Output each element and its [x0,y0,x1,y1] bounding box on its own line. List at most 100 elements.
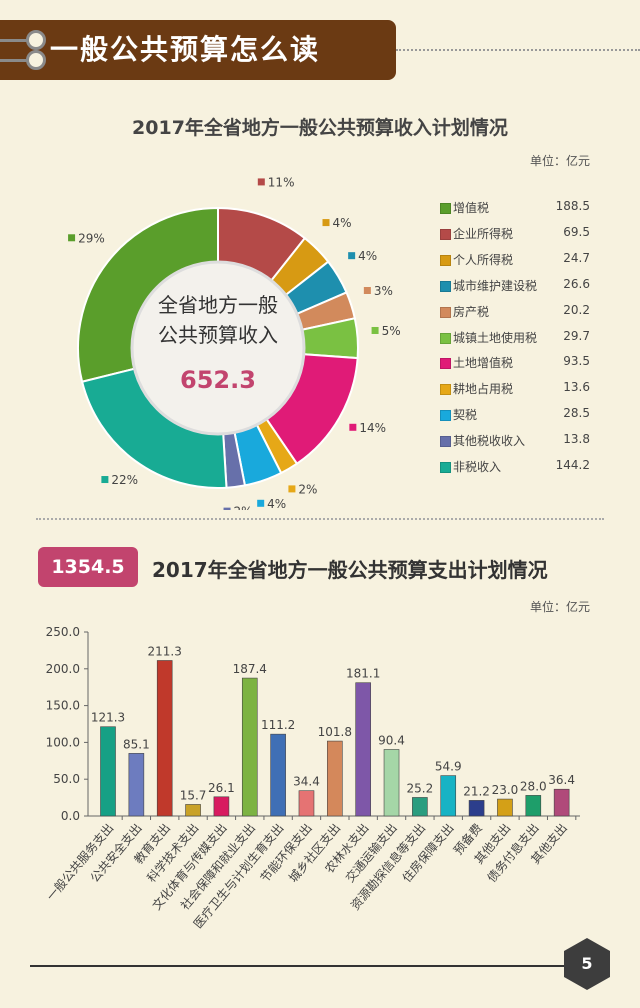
income-donut-chart: 29% 11% 4% 4% 3% 5% 14% 2% 4% 2% 22% 全省地方一般 公共预算收入… [68,175,401,510]
bar-value-label: 85.1 [123,737,150,751]
pie-label-marker [288,485,296,493]
bar-value-label: 28.0 [520,779,547,793]
legend-item: 城市维护建设税 26.6 [440,277,590,297]
pie-percent-label: 4% [358,249,377,263]
pie-label-marker [223,507,231,510]
bar-value-label: 25.2 [407,781,434,795]
legend-swatch [440,410,451,422]
income-chart-title: 2017年全省地方一般公共预算收入计划情况 [132,117,508,139]
bar-value-label: 211.3 [148,644,182,658]
pie-label-marker [257,499,265,507]
legend-swatch [440,436,451,448]
donut-center [130,260,306,436]
pie-percent-label: 5% [382,324,401,338]
page-title: 一般公共预算怎么读 [50,33,321,66]
legend-label: 房产税 [453,304,490,319]
legend-swatch [440,332,451,344]
legend-label: 其他税收收入 [453,434,526,449]
legend-label: 城镇土地使用税 [453,330,538,345]
pie-percent-label: 4% [267,497,286,510]
section-divider [36,518,604,520]
bar [213,796,230,817]
binder-ring-icon [26,50,46,70]
legend-swatch [440,358,451,370]
legend-item: 企业所得税 69.5 [440,225,590,245]
pie-label-marker [101,476,109,484]
bar [525,795,542,817]
bar-value-label: 34.4 [293,775,320,789]
legend-value: 29.7 [563,328,590,343]
bar [241,677,258,817]
legend-label: 非税收入 [453,460,502,474]
pie-percent-label: 2% [298,482,317,496]
legend-item: 耕地占用税 13.6 [440,380,590,400]
bar-value-label: 101.8 [318,725,352,739]
legend-label: 企业所得税 [453,226,514,241]
donut-center-line2: 公共预算收入 [158,323,278,347]
expense-chart-title: 2017年全省地方一般公共预算支出计划情况 [152,558,548,582]
pie-percent-label: 22% [111,473,138,487]
y-tick-label: 150.0 [46,699,80,713]
legend-value: 13.6 [563,380,590,395]
y-tick-label: 250.0 [46,625,80,639]
legend-value: 69.5 [563,224,590,239]
y-tick-label: 100.0 [46,735,80,749]
binder-ring-icon [26,30,46,50]
binder-wire-top [0,39,34,42]
pie-percent-label: 4% [332,216,351,230]
pie-label-marker [257,178,265,186]
bar [185,804,201,817]
bar [383,749,400,817]
legend-swatch [440,254,451,266]
bar-value-label: 21.2 [463,784,490,798]
header-banner: 一般公共预算怎么读 [0,20,396,80]
bar-value-label: 90.4 [378,733,405,747]
bar-value-label: 15.7 [180,788,207,802]
expense-bar-chart: 0.0 50.0 100.0 150.0 200.0 250.0 121.3 85.1 211… [43,625,580,931]
legend-label: 耕地占用税 [453,382,514,397]
legend-label: 增值税 [453,201,490,215]
bar [440,775,457,817]
pie-percent-label: 3% [374,284,393,298]
expense-unit-label: 单位：亿元 [529,600,590,614]
income-unit-label: 单位：亿元 [529,154,590,168]
bar-value-label: 54.9 [435,760,462,774]
bar [468,800,485,817]
legend-value: 26.6 [563,276,590,291]
pie-label-marker [348,252,356,260]
pie-label-marker [68,234,76,242]
legend-value: 144.2 [555,458,590,472]
pie-percent-label: 2% [234,505,253,510]
legend-swatch [440,384,451,396]
legend-value: 188.5 [555,199,590,213]
footer-rule [30,965,570,967]
bar [412,797,428,817]
legend-swatch [440,462,451,473]
pie-percent-label: 11% [268,175,295,189]
pie-percent-label: 29% [78,231,105,245]
pie-label-marker [349,423,357,431]
bar [327,740,343,817]
bar-value-label: 121.3 [91,711,125,725]
bar [355,682,371,817]
legend-item: 增值税 188.5 [440,199,590,219]
bar-value-label: 187.4 [233,662,267,676]
pie-percent-label: 14% [359,421,386,435]
bar-value-label: 26.1 [208,781,235,795]
legend-item: 土地增值税 93.5 [440,354,590,374]
legend-item: 其他税收收入 13.8 [440,432,590,452]
bar [128,753,145,817]
pie-label-marker [363,286,371,294]
bar [156,660,173,817]
bar-value-label: 36.4 [548,773,575,787]
bar-value-label: 181.1 [346,667,380,681]
legend-item: 房产税 20.2 [440,303,590,323]
legend-label: 契税 [453,408,478,423]
y-tick-label: 200.0 [46,662,80,676]
y-tick-label: 50.0 [53,772,80,786]
legend-item: 非税收入 144.2 [440,458,590,478]
legend-item: 城镇土地使用税 29.7 [440,329,590,349]
pie-label-marker [371,326,379,334]
legend-swatch [440,280,451,292]
legend-label: 土地增值税 [453,356,514,371]
